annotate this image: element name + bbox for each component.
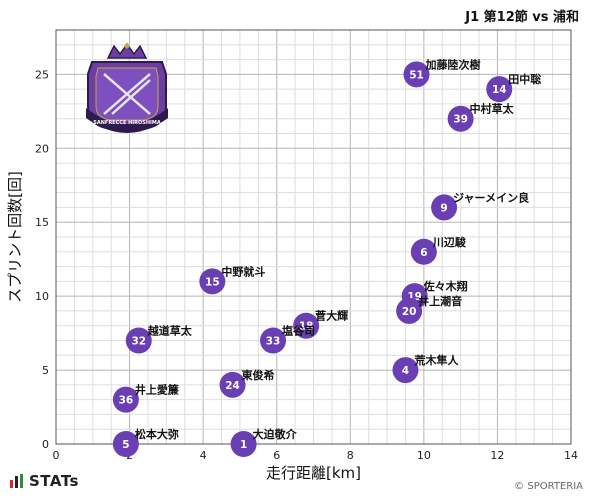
point-number-label: 15	[205, 276, 220, 288]
point-number-label: 39	[453, 114, 468, 126]
point-name-label: 荒木隼人	[413, 353, 459, 367]
point-name-label: 井上愛簾	[135, 383, 179, 397]
copyright: © SPORTERIA	[514, 481, 583, 492]
brand-name: STATs	[29, 472, 79, 490]
point-number-label: 9	[440, 202, 447, 214]
point-marker	[112, 431, 139, 457]
x-tick-label: 10	[417, 449, 431, 462]
point-number-label: 36	[119, 395, 134, 407]
club-crest-logo: SANFRECCE HIROSHIMA	[86, 42, 168, 133]
x-tick-label: 12	[490, 449, 504, 462]
point-marker	[199, 268, 226, 295]
point-number-label: 32	[131, 336, 146, 348]
x-tick-label: 0	[53, 449, 60, 462]
point-number-label: 33	[266, 336, 281, 348]
crest-ribbon	[86, 108, 168, 133]
data-point: 6 川辺駿	[410, 235, 467, 265]
x-tick-label: 4	[200, 449, 207, 462]
y-tick-label: 10	[35, 290, 49, 303]
point-name-label: 加藤陸次樹	[425, 57, 481, 71]
point-number-label: 5	[122, 439, 129, 451]
point-marker	[219, 371, 246, 398]
point-name-label: 松本大弥	[135, 427, 179, 441]
y-tick-label: 25	[35, 68, 49, 81]
y-tick-label: 15	[35, 216, 49, 229]
point-marker	[447, 105, 474, 132]
point-marker	[112, 386, 139, 413]
y-tick-label: 0	[42, 438, 49, 451]
point-number-label: 14	[492, 84, 507, 96]
point-name-label: 川辺駿	[432, 235, 467, 249]
data-points: 51加藤陸次樹14田中聡39中村草太9ジャーメイン良6川辺駿15中野就斗19佐々…	[112, 57, 541, 457]
crest-ribbon-text: SANFRECCE HIROSHIMA	[93, 120, 161, 126]
point-marker	[431, 194, 458, 221]
y-axis-label: スプリント回数[回]	[6, 171, 24, 303]
point-marker	[396, 297, 423, 324]
x-tick-label: 6	[273, 449, 280, 462]
point-number-label: 20	[402, 306, 417, 318]
y-tick-label: 20	[35, 142, 49, 155]
point-marker	[230, 431, 257, 457]
point-name-label: ジャーメイン良	[453, 190, 529, 204]
page-title: J1 第12節 vs 浦和	[465, 10, 579, 25]
point-name-label: 中野就斗	[221, 264, 265, 278]
point-marker	[392, 357, 419, 384]
crest-crown	[106, 42, 148, 59]
plot-area	[55, 29, 572, 445]
x-axis-label: 走行距離[km]	[266, 464, 361, 482]
brand-bars-icon	[10, 474, 23, 488]
x-tick-label: 8	[347, 449, 354, 462]
point-name-label: 東俊希	[242, 368, 275, 382]
point-marker	[486, 76, 513, 103]
point-number-label: 4	[402, 365, 409, 377]
point-marker	[125, 327, 152, 354]
data-point: 1 大迫敬介	[230, 427, 298, 457]
point-number-label: 1	[240, 439, 247, 451]
crest-crown-jewel	[124, 43, 130, 49]
point-name-label: 中村草太	[470, 102, 515, 116]
point-name-label: 大迫敬介	[253, 427, 298, 441]
brand-logo: STATs	[10, 472, 79, 490]
point-name-label: 越道草太	[147, 324, 193, 338]
data-point: 9 ジャーメイン良	[431, 190, 529, 221]
point-number-label: 18	[299, 321, 314, 333]
data-point: 5 松本大弥	[112, 427, 179, 457]
point-number-label: 24	[225, 380, 240, 392]
point-name-label: 塩谷司	[282, 324, 315, 338]
x-tick-label: 14	[564, 449, 578, 462]
y-tick-label: 5	[42, 364, 49, 377]
point-name-label: 田中聡	[508, 72, 541, 86]
point-number-label: 51	[409, 69, 424, 81]
point-name-label: 菅大輝	[315, 309, 348, 323]
point-marker	[403, 61, 430, 88]
point-marker	[410, 238, 437, 265]
point-name-label: 佐々木翔	[423, 279, 468, 293]
axis-ticks: 024681012140510152025	[35, 68, 578, 462]
point-number-label: 6	[420, 247, 427, 259]
point-marker	[293, 312, 320, 339]
data-point: 4 荒木隼人	[392, 353, 459, 384]
point-marker	[260, 327, 287, 354]
crest-arrow	[103, 73, 151, 115]
point-name-label: 井上潮音	[418, 294, 462, 308]
